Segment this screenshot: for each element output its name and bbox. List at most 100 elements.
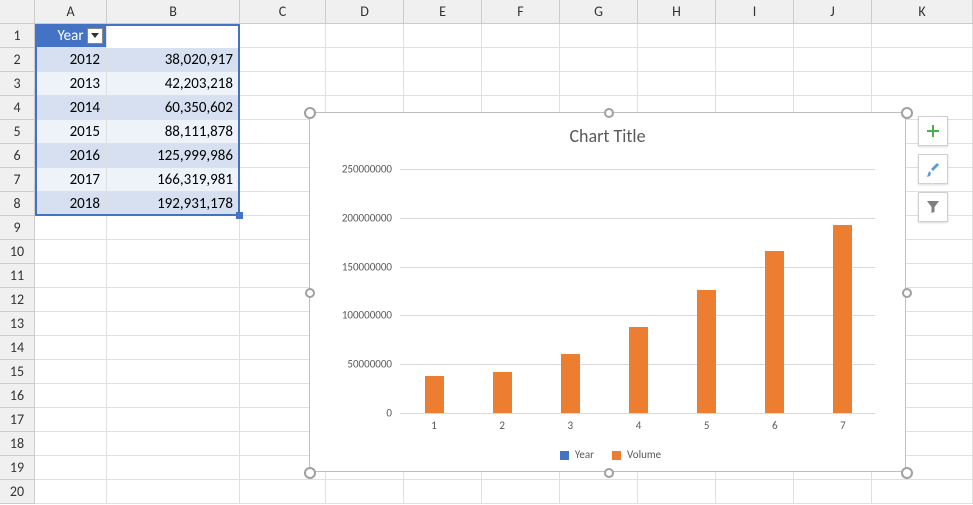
cell-A18[interactable] (35, 432, 107, 456)
column-header-e[interactable]: E (404, 0, 482, 24)
cell-D1[interactable] (326, 24, 404, 48)
chart-bar[interactable] (833, 225, 852, 413)
cell-H20[interactable] (638, 480, 716, 504)
cell-F1[interactable] (482, 24, 560, 48)
cell-B11[interactable] (107, 264, 240, 288)
column-header-i[interactable]: I (716, 0, 794, 24)
cell-A7[interactable]: 2017 (35, 168, 107, 192)
cell-A1[interactable]: Year (35, 24, 107, 48)
chart-resize-handle[interactable] (604, 468, 614, 478)
cell-A16[interactable] (35, 384, 107, 408)
cell-A5[interactable]: 2015 (35, 120, 107, 144)
cell-B8[interactable]: 192,931,178 (107, 192, 240, 216)
column-header-k[interactable]: K (872, 0, 973, 24)
row-header-18[interactable]: 18 (0, 432, 35, 456)
cell-A4[interactable]: 2014 (35, 96, 107, 120)
cell-G1[interactable] (560, 24, 638, 48)
cell-D2[interactable] (326, 48, 404, 72)
row-header-3[interactable]: 3 (0, 72, 35, 96)
cell-H1[interactable] (638, 24, 716, 48)
cell-B12[interactable] (107, 288, 240, 312)
row-header-8[interactable]: 8 (0, 192, 35, 216)
cell-B14[interactable] (107, 336, 240, 360)
cell-B17[interactable] (107, 408, 240, 432)
cell-E3[interactable] (404, 72, 482, 96)
filter-dropdown-icon[interactable] (87, 28, 103, 44)
cell-A14[interactable] (35, 336, 107, 360)
cell-B6[interactable]: 125,999,986 (107, 144, 240, 168)
column-header-j[interactable]: J (794, 0, 872, 24)
cell-K3[interactable] (872, 72, 973, 96)
row-header-13[interactable]: 13 (0, 312, 35, 336)
column-header-g[interactable]: G (560, 0, 638, 24)
cell-C1[interactable] (240, 24, 326, 48)
cell-E2[interactable] (404, 48, 482, 72)
chart-elements-button[interactable] (918, 116, 948, 146)
cell-I2[interactable] (716, 48, 794, 72)
cell-F2[interactable] (482, 48, 560, 72)
row-header-2[interactable]: 2 (0, 48, 35, 72)
cell-H2[interactable] (638, 48, 716, 72)
cell-A6[interactable]: 2016 (35, 144, 107, 168)
chart-bar[interactable] (629, 327, 648, 413)
cell-A20[interactable] (35, 480, 107, 504)
row-header-4[interactable]: 4 (0, 96, 35, 120)
column-header-d[interactable]: D (326, 0, 404, 24)
chart-filters-button[interactable] (918, 192, 948, 222)
cell-I20[interactable] (716, 480, 794, 504)
cell-G20[interactable] (560, 480, 638, 504)
cell-J3[interactable] (794, 72, 872, 96)
chart-bar[interactable] (425, 376, 444, 413)
cell-B20[interactable] (107, 480, 240, 504)
row-header-11[interactable]: 11 (0, 264, 35, 288)
cell-F3[interactable] (482, 72, 560, 96)
cell-C3[interactable] (240, 72, 326, 96)
cell-J20[interactable] (794, 480, 872, 504)
cell-D20[interactable] (326, 480, 404, 504)
cell-K1[interactable] (872, 24, 973, 48)
row-header-14[interactable]: 14 (0, 336, 35, 360)
chart-resize-handle[interactable] (304, 467, 316, 479)
cell-B9[interactable] (107, 216, 240, 240)
row-header-1[interactable]: 1 (0, 24, 35, 48)
chart-resize-handle[interactable] (902, 288, 912, 298)
row-header-7[interactable]: 7 (0, 168, 35, 192)
chart-bar[interactable] (561, 354, 580, 413)
row-header-5[interactable]: 5 (0, 120, 35, 144)
cell-E20[interactable] (404, 480, 482, 504)
cell-B10[interactable] (107, 240, 240, 264)
column-header-b[interactable]: B (107, 0, 240, 24)
cell-B7[interactable]: 166,319,981 (107, 168, 240, 192)
row-header-12[interactable]: 12 (0, 288, 35, 312)
chart-resize-handle[interactable] (304, 107, 316, 119)
cell-B13[interactable] (107, 312, 240, 336)
row-header-20[interactable]: 20 (0, 480, 35, 504)
cell-H3[interactable] (638, 72, 716, 96)
embedded-chart[interactable]: Chart Title 0500000001000000001500000002… (309, 112, 906, 472)
column-header-a[interactable]: A (35, 0, 107, 24)
cell-I3[interactable] (716, 72, 794, 96)
cell-A17[interactable] (35, 408, 107, 432)
cell-B18[interactable] (107, 432, 240, 456)
chart-bar[interactable] (493, 372, 512, 413)
chart-resize-handle[interactable] (901, 467, 913, 479)
cell-A11[interactable] (35, 264, 107, 288)
cell-B15[interactable] (107, 360, 240, 384)
cell-A10[interactable] (35, 240, 107, 264)
legend-item[interactable]: Volume (606, 448, 661, 461)
cell-K2[interactable] (872, 48, 973, 72)
cell-G3[interactable] (560, 72, 638, 96)
row-header-6[interactable]: 6 (0, 144, 35, 168)
row-header-17[interactable]: 17 (0, 408, 35, 432)
row-header-10[interactable]: 10 (0, 240, 35, 264)
cell-A3[interactable]: 2013 (35, 72, 107, 96)
legend-item[interactable]: Year (554, 448, 594, 461)
chart-resize-handle[interactable] (604, 108, 614, 118)
cell-A8[interactable]: 2018 (35, 192, 107, 216)
cell-A2[interactable]: 2012 (35, 48, 107, 72)
chart-bar[interactable] (765, 251, 784, 413)
chart-styles-button[interactable] (918, 154, 948, 184)
cell-A15[interactable] (35, 360, 107, 384)
select-all-corner[interactable] (0, 0, 35, 24)
cell-G2[interactable] (560, 48, 638, 72)
